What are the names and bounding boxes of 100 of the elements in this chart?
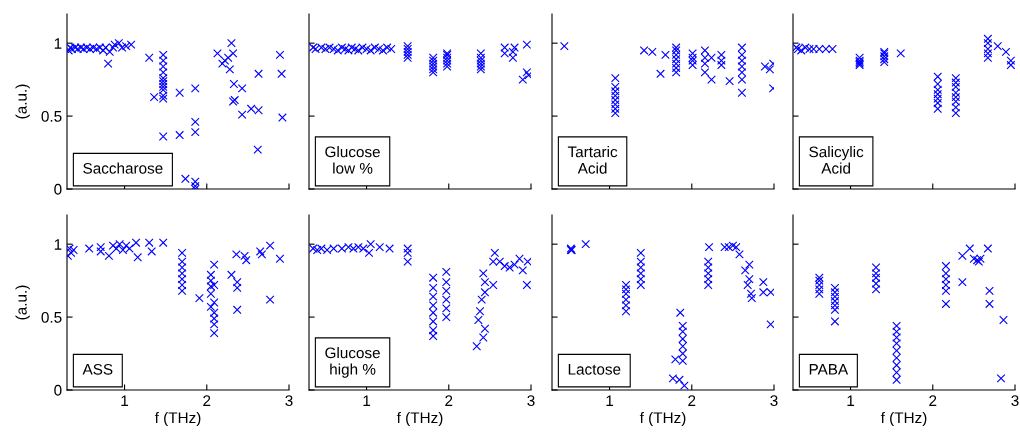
- point: [428, 283, 438, 293]
- point: [892, 338, 901, 348]
- point: [958, 251, 967, 261]
- point: [441, 303, 451, 313]
- point: [177, 263, 187, 272]
- point: [428, 331, 438, 341]
- point: [999, 315, 1008, 325]
- point: [69, 245, 78, 255]
- point: [678, 327, 688, 337]
- point: [814, 289, 824, 299]
- point: [195, 293, 204, 303]
- point: [951, 82, 961, 92]
- point: [737, 56, 747, 66]
- point: [983, 53, 993, 63]
- point: [472, 341, 482, 351]
- point: [610, 108, 620, 118]
- point: [830, 283, 840, 293]
- point: [478, 333, 488, 342]
- point: [703, 280, 713, 290]
- point: [744, 260, 754, 269]
- point: [621, 280, 631, 290]
- point: [688, 56, 697, 66]
- annotation: PABA: [809, 364, 849, 375]
- point: [177, 274, 187, 284]
- point: [206, 302, 216, 312]
- point: [428, 308, 438, 318]
- point: [518, 75, 528, 84]
- x-tick-label: 2: [688, 395, 696, 406]
- point: [933, 72, 943, 82]
- point: [737, 62, 747, 71]
- point: [680, 381, 689, 390]
- point: [177, 286, 187, 296]
- point: [480, 287, 490, 297]
- point: [474, 315, 483, 325]
- point: [717, 56, 726, 66]
- point: [871, 268, 881, 278]
- point: [735, 250, 744, 259]
- point: [275, 254, 285, 264]
- point: [892, 375, 901, 385]
- point: [700, 46, 710, 55]
- point: [737, 43, 747, 52]
- point: [610, 104, 620, 114]
- point: [621, 285, 631, 294]
- point: [983, 34, 993, 44]
- point: [475, 306, 485, 316]
- point: [581, 239, 591, 249]
- point: [941, 299, 951, 309]
- point: [621, 295, 631, 304]
- point: [678, 334, 688, 344]
- point: [830, 292, 840, 302]
- point: [610, 100, 620, 109]
- point: [209, 320, 219, 329]
- point: [933, 104, 943, 114]
- point: [610, 91, 620, 101]
- point: [671, 43, 681, 52]
- point: [522, 280, 531, 290]
- point: [892, 321, 901, 331]
- point: [636, 280, 646, 290]
- point: [476, 49, 486, 58]
- point: [892, 360, 901, 370]
- point: [678, 321, 688, 331]
- point: [933, 94, 943, 103]
- point: [441, 277, 451, 287]
- point: [941, 286, 951, 296]
- point: [983, 44, 993, 54]
- annotation: Glucose high %: [325, 347, 380, 378]
- point: [703, 268, 713, 278]
- x-axis-title: f (THz): [880, 411, 927, 427]
- point: [636, 257, 646, 267]
- point: [814, 285, 824, 294]
- point: [737, 67, 747, 77]
- point: [983, 244, 993, 253]
- point: [892, 368, 901, 377]
- point: [441, 312, 451, 322]
- point: [1006, 60, 1015, 70]
- point: [737, 75, 747, 84]
- x-tick-label: 2: [445, 395, 453, 406]
- x-tick-label: 3: [527, 395, 535, 407]
- point: [177, 280, 187, 290]
- point: [830, 317, 840, 326]
- point: [871, 273, 881, 283]
- point: [675, 308, 685, 318]
- x-axis-title: f (THz): [154, 411, 201, 427]
- x-tick-label: 3: [1011, 395, 1019, 407]
- point: [209, 314, 219, 323]
- point: [933, 79, 943, 89]
- point: [951, 102, 961, 112]
- point: [177, 257, 187, 267]
- y-tick-label: 0: [54, 384, 62, 396]
- point: [441, 286, 451, 296]
- point: [480, 324, 490, 334]
- point: [892, 333, 901, 342]
- x-tick-label: 2: [203, 395, 211, 406]
- point: [610, 86, 620, 96]
- point: [232, 305, 242, 315]
- point: [636, 248, 646, 258]
- point: [951, 108, 961, 118]
- point: [610, 82, 620, 92]
- point: [610, 73, 620, 83]
- point: [227, 270, 236, 280]
